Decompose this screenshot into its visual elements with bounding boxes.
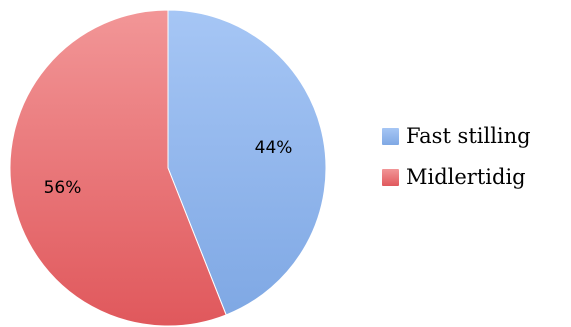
pie-chart: 44% 56% xyxy=(9,9,327,327)
pie-label-fast-stilling: 44% xyxy=(255,138,293,158)
legend-label-midlertidig: Midlertidig xyxy=(406,165,526,189)
legend-swatch-fast-stilling xyxy=(382,127,399,145)
legend-item-midlertidig: Midlertidig xyxy=(382,161,531,193)
legend-swatch-midlertidig xyxy=(382,168,399,186)
pie-label-midlertidig: 56% xyxy=(44,178,82,198)
pie-slice-fast-stilling xyxy=(167,9,327,316)
pie-slice-midlertidig xyxy=(9,9,227,327)
legend-item-fast-stilling: Fast stilling xyxy=(382,120,531,152)
legend-label-fast-stilling: Fast stilling xyxy=(406,124,531,148)
legend: Fast stilling Midlertidig xyxy=(382,120,531,202)
